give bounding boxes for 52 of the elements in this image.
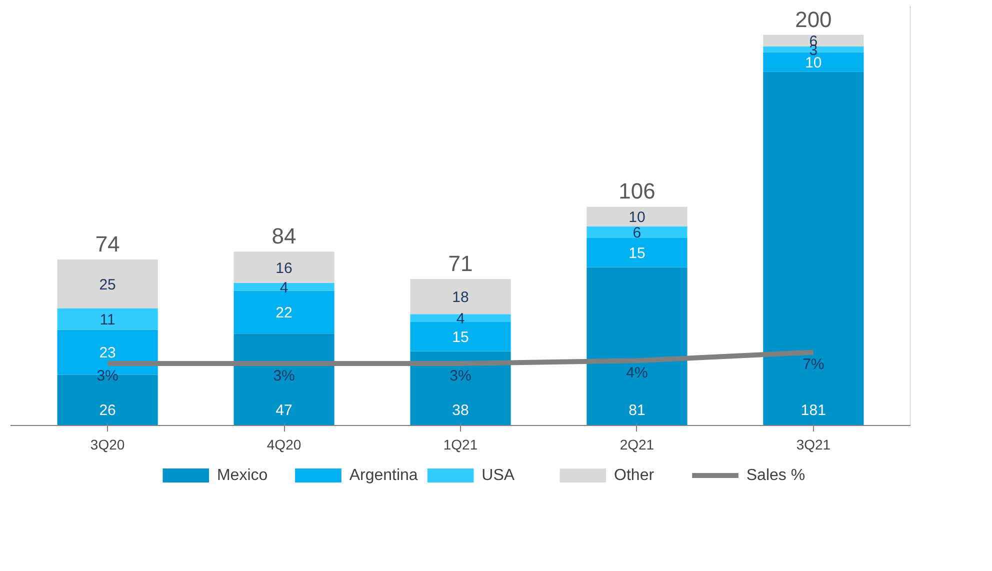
annotation: 200 — [795, 6, 832, 32]
annotation: 71 — [448, 250, 473, 276]
data-label: 7% — [802, 356, 824, 374]
bar — [234, 252, 334, 283]
data-label: 25 — [99, 276, 116, 294]
data-label: 26 — [99, 402, 116, 419]
legend-label: Argentina — [349, 467, 418, 484]
data-label: 23 — [99, 344, 116, 362]
bar — [410, 351, 511, 426]
x-tick-label: 3Q20 — [90, 436, 125, 452]
data-label: 10 — [628, 208, 646, 226]
bar — [586, 226, 688, 238]
bar — [410, 322, 511, 352]
data-label: 47 — [276, 402, 292, 419]
data-label: 3% — [273, 367, 295, 384]
x-tick-label: 1Q21 — [443, 436, 478, 452]
bar — [586, 267, 688, 426]
bar — [57, 259, 158, 308]
bar — [586, 238, 688, 268]
data-label: 4 — [456, 310, 465, 328]
data-label: 10 — [805, 54, 822, 72]
x-tick-label: 3Q21 — [796, 436, 831, 452]
data-label: 18 — [452, 289, 469, 306]
bar — [410, 314, 511, 322]
data-label: 16 — [276, 260, 292, 277]
annotation: 74 — [95, 231, 120, 256]
legend-label: USA — [482, 467, 515, 484]
data-label: 181 — [800, 402, 826, 419]
bar — [57, 308, 158, 330]
data-label: 3% — [450, 367, 472, 384]
data-label: 15 — [452, 329, 469, 346]
x-tick-label: 2Q21 — [620, 436, 654, 452]
bar — [234, 334, 334, 426]
data-label: 15 — [628, 245, 646, 262]
legend-label: Sales % — [746, 467, 806, 484]
data-label: 81 — [628, 402, 646, 419]
x-tick-label: 4Q20 — [266, 436, 302, 452]
annotation: 84 — [272, 224, 296, 249]
annotation: 106 — [618, 178, 656, 204]
legend-label: Mexico — [216, 467, 268, 484]
bar — [234, 290, 334, 334]
data-label: 22 — [276, 304, 292, 322]
data-label: 4 — [280, 279, 288, 296]
data-label: 6 — [632, 224, 642, 242]
data-label: 38 — [452, 402, 469, 419]
bar — [586, 206, 688, 226]
legend-label: Other — [614, 467, 655, 484]
bar — [410, 278, 511, 314]
data-label: 11 — [100, 312, 116, 329]
bar — [234, 282, 334, 291]
data-label: 4% — [626, 364, 648, 382]
bar — [763, 72, 864, 426]
